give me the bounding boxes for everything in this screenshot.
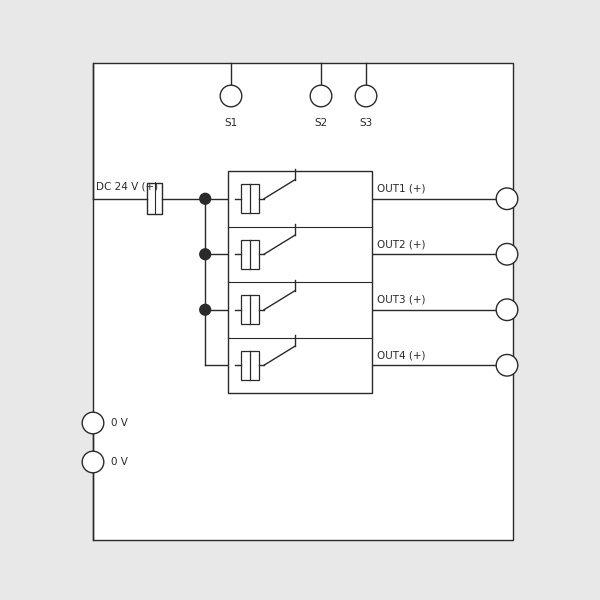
Circle shape: [200, 304, 211, 315]
Bar: [241, 184, 259, 213]
Text: OUT1 (+): OUT1 (+): [377, 184, 425, 194]
Bar: [228, 171, 372, 393]
Circle shape: [355, 85, 377, 107]
Circle shape: [310, 85, 332, 107]
Circle shape: [496, 244, 518, 265]
Bar: [241, 295, 259, 324]
Text: 0 V: 0 V: [111, 457, 128, 467]
Text: 3,8 A: 3,8 A: [326, 305, 352, 315]
Circle shape: [200, 193, 211, 204]
Text: 3,8 A: 3,8 A: [326, 360, 352, 370]
Text: OUT4 (+): OUT4 (+): [377, 350, 425, 361]
Text: OUT3 (+): OUT3 (+): [377, 295, 425, 305]
Circle shape: [82, 412, 104, 434]
Circle shape: [220, 85, 242, 107]
Text: S3: S3: [359, 118, 373, 128]
Circle shape: [496, 355, 518, 376]
Circle shape: [496, 299, 518, 320]
Text: OUT2 (+): OUT2 (+): [377, 239, 425, 250]
Text: 3,8 A: 3,8 A: [326, 194, 352, 204]
Text: 0 V: 0 V: [111, 418, 128, 428]
Bar: [93, 63, 513, 540]
Text: S1: S1: [224, 118, 238, 128]
Circle shape: [496, 188, 518, 209]
Text: DC 24 V (+): DC 24 V (+): [96, 182, 158, 191]
Text: S2: S2: [314, 118, 328, 128]
Circle shape: [200, 249, 211, 260]
Text: 3,8 A: 3,8 A: [326, 249, 352, 259]
Bar: [241, 240, 259, 269]
Bar: [241, 351, 259, 380]
Circle shape: [82, 451, 104, 473]
Bar: [147, 183, 162, 214]
